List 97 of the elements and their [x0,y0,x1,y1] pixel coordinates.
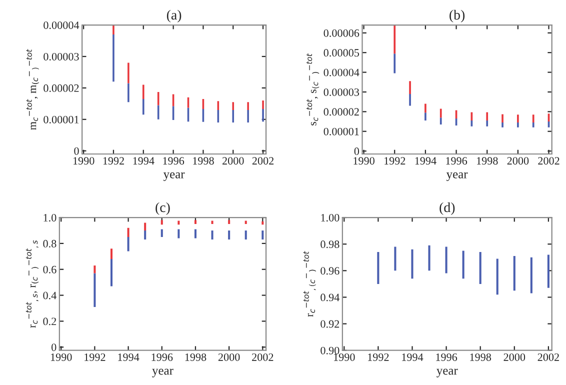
bar [244,230,247,240]
bar [110,248,113,259]
bar [211,220,214,224]
bar [144,230,146,240]
y-tick-label: 0.00002 [44,84,79,92]
y-tick-label: 0.96 [320,267,340,275]
y-tick-label: 0.4 [43,292,56,300]
x-tick-label: 1994 [415,157,436,165]
bar [228,220,230,224]
y-axis-title: r$_{c}$$^{−tot}$$_{,(c}$$^{−}$$_{)}$$^{−tot}$ [303,251,316,317]
x-tick-label: 1990 [50,353,72,361]
x-tick-label: 1994 [402,353,424,361]
x-tick-label: 1992 [84,353,106,361]
y-tick-label: 0.00003 [44,52,79,60]
x-axis-title: year [152,368,174,378]
x-tick-label: 2000 [218,353,240,361]
bar [127,228,130,237]
x-axis-title: year [163,172,185,181]
y-axis-title: m$_{c}$$^{−tot}$, m$_{(c}$$^{−}$$_{)}$$^{−tot}$ [26,49,39,130]
x-tick-label: 2002 [252,353,274,361]
y-tick-label: 0.00004 [324,68,360,76]
chart-title: (a) [166,10,182,22]
bar [428,245,430,271]
x-axis-title: year [446,172,468,181]
bar [127,236,130,252]
y-tick-label: 0.00006 [324,29,360,37]
x-tick-label: 1990 [73,157,94,165]
bar [160,220,163,225]
bar [530,257,532,294]
y-tick-label: 0 [74,147,79,155]
chart-title: (d) [440,202,455,215]
y-tick-label: 0.2 [43,318,56,326]
bar [178,220,180,225]
y-axis-title: s$_{c}$$^{−tot}$, s$_{(c}$$^{−}$$_{)}$$^{−tot}$ [306,53,320,126]
y-tick-label: 0 [354,148,360,156]
x-tick-label: 1992 [368,353,389,361]
x-tick-label: 1998 [470,353,492,361]
y-tick-label: 0.92 [320,320,340,328]
bar [110,258,113,286]
bar [178,229,180,238]
bar [228,230,230,240]
bar [513,256,516,291]
y-tick-label: 0.00002 [324,108,359,116]
chart-title: (b) [450,10,465,22]
x-tick-label: 2002 [252,157,274,165]
bar [94,273,96,307]
bar [144,222,146,230]
x-tick-label: 1992 [384,157,406,165]
y-tick-label: 0.8 [43,240,56,248]
bar [411,249,414,279]
bar [377,252,380,284]
x-tick-label: 2000 [504,353,526,361]
bar [262,230,264,240]
bar [496,258,498,295]
y-tick-label: 1.00 [321,214,340,222]
x-tick-label: 2000 [222,157,244,165]
y-tick-label: 0.00001 [324,128,359,136]
x-tick-label: 1996 [446,157,468,165]
bar [547,254,550,288]
y-tick-label: 0 [52,344,56,352]
text: r$_{c}$$^{−tot}$$_{,s}$, r$_{(c}$$^{−}$$_{)}$$^{−tot}$$_{,s}$ [26,240,38,328]
y-tick-label: 0.00003 [324,88,360,96]
x-tick-label: 1994 [118,353,140,361]
bar [445,246,448,274]
x-tick-label: 2000 [507,157,529,165]
x-tick-label: 1998 [193,157,214,165]
y-tick-label: 0.90 [320,346,340,354]
x-tick-label: 1996 [436,353,458,361]
x-tick-label: 2002 [538,157,560,165]
bar [479,252,482,284]
bar [462,250,464,279]
x-tick-label: 1990 [354,157,374,165]
x-tick-label: 1990 [334,353,355,361]
bar [244,220,247,224]
y-tick-label: 0.00001 [44,116,79,124]
bar [394,246,396,271]
y-tick-label: 0.6 [43,266,56,274]
y-tick-label: 0.98 [320,240,340,248]
bar [194,229,196,238]
bar [194,220,196,224]
x-tick-label: 1994 [133,157,154,165]
chart-title: (c) [156,202,170,215]
bar [211,230,214,240]
y-tick-label: 0.00004 [44,21,80,30]
x-tick-label: 2002 [538,353,559,361]
x-tick-label: 1998 [185,353,206,361]
x-tick-label: 1996 [152,353,173,361]
y-tick-label: 1.0 [44,214,56,222]
x-tick-label: 1998 [476,157,498,165]
y-tick-label: 0.00005 [324,49,360,57]
bar [94,265,96,274]
x-axis-title: year [436,368,458,378]
x-tick-label: 1996 [163,157,184,165]
bar [160,229,163,237]
bar [262,221,264,225]
y-tick-label: 0.94 [320,294,340,302]
x-tick-label: 1992 [103,157,124,165]
